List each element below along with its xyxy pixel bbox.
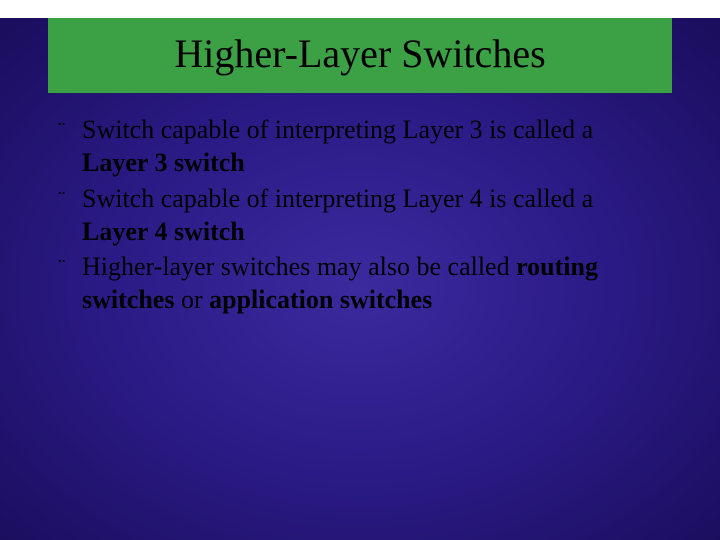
bullet-pre: Higher-layer switches may also be called (82, 252, 516, 281)
bullet-item: ¨ Switch capable of interpreting Layer 3… (58, 113, 662, 180)
bullet-bold2: application switches (209, 285, 432, 314)
bullet-glyph-icon: ¨ (58, 250, 82, 283)
bullet-glyph-icon: ¨ (58, 182, 82, 215)
bullet-bold: Layer 3 switch (82, 148, 245, 177)
slide-content: ¨ Switch capable of interpreting Layer 3… (58, 113, 662, 317)
title-box: Higher-Layer Switches (48, 18, 672, 93)
bullet-mid: or (174, 285, 209, 314)
bullet-text: Higher-layer switches may also be called… (82, 250, 662, 317)
bullet-item: ¨ Higher-layer switches may also be call… (58, 250, 662, 317)
bullet-pre: Switch capable of interpreting Layer 3 i… (82, 115, 593, 144)
bullet-item: ¨ Switch capable of interpreting Layer 4… (58, 182, 662, 249)
bullet-text: Switch capable of interpreting Layer 4 i… (82, 182, 662, 249)
bullet-glyph-icon: ¨ (58, 113, 82, 146)
bullet-pre: Switch capable of interpreting Layer 4 i… (82, 184, 593, 213)
slide: Higher-Layer Switches ¨ Switch capable o… (0, 18, 720, 540)
bullet-bold: Layer 4 switch (82, 217, 245, 246)
bullet-text: Switch capable of interpreting Layer 3 i… (82, 113, 662, 180)
slide-title: Higher-Layer Switches (48, 30, 672, 77)
